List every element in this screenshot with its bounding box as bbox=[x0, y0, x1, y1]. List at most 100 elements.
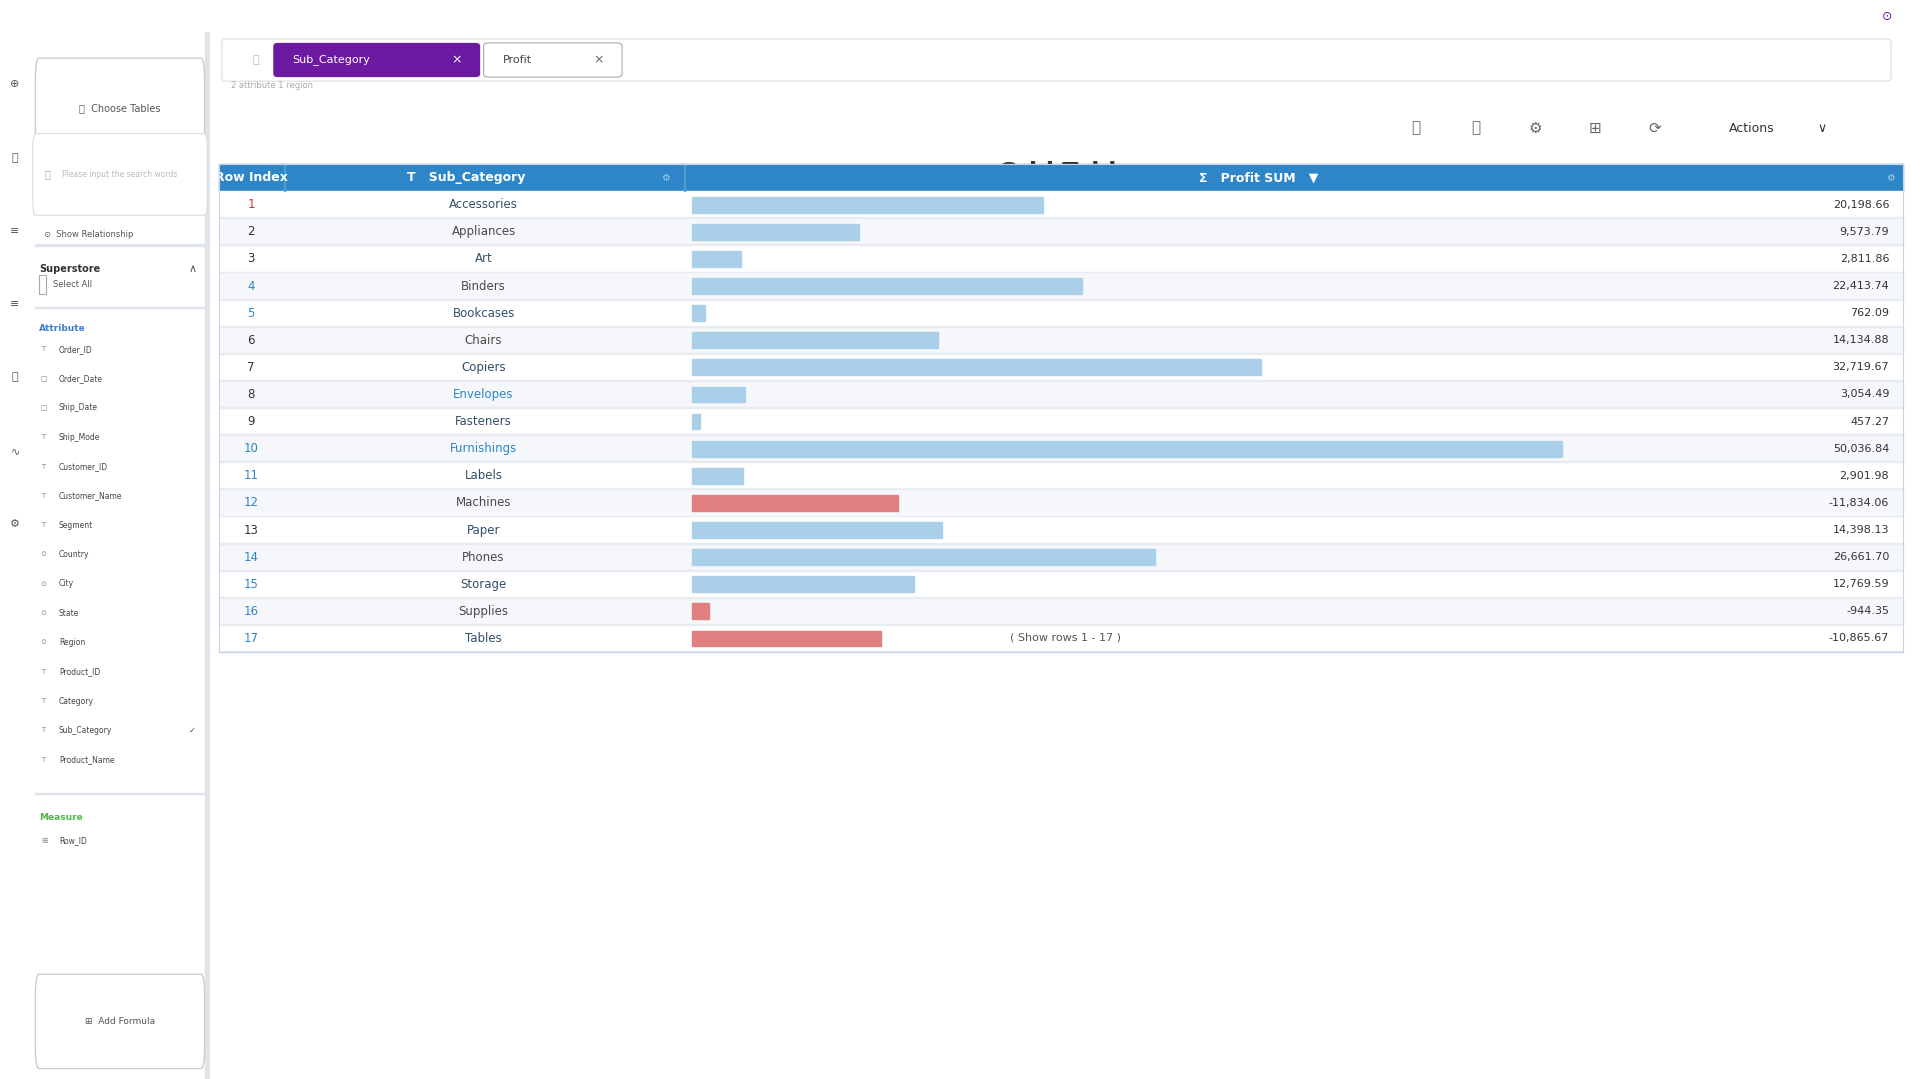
Text: Profit: Profit bbox=[503, 55, 532, 65]
Bar bbox=[693, 576, 914, 592]
Text: ■: ■ bbox=[148, 13, 156, 19]
Text: ⊙: ⊙ bbox=[40, 551, 46, 558]
Text: ∨: ∨ bbox=[1818, 122, 1826, 135]
Text: □: □ bbox=[40, 375, 48, 382]
Text: Labels: Labels bbox=[465, 469, 503, 482]
Bar bbox=[693, 468, 743, 483]
Bar bbox=[219, 191, 1903, 218]
Bar bbox=[693, 386, 745, 402]
Text: Tables: Tables bbox=[465, 632, 501, 645]
Bar bbox=[693, 495, 899, 510]
Text: ⊙  Show Relationship: ⊙ Show Relationship bbox=[44, 230, 134, 238]
Text: 12,769.59: 12,769.59 bbox=[1832, 579, 1889, 589]
Text: ⚙: ⚙ bbox=[10, 519, 19, 529]
Text: 4: 4 bbox=[248, 279, 255, 292]
Bar bbox=[693, 413, 701, 429]
Text: 12: 12 bbox=[244, 496, 259, 509]
Bar bbox=[693, 603, 708, 619]
Bar bbox=[693, 278, 1081, 293]
Text: 50,036.84: 50,036.84 bbox=[1834, 443, 1889, 453]
Text: 5: 5 bbox=[248, 306, 255, 319]
Text: -944.35: -944.35 bbox=[1847, 606, 1889, 616]
Text: Segment: Segment bbox=[60, 521, 92, 530]
Text: 💬: 💬 bbox=[1411, 121, 1421, 136]
Text: Customer_ID: Customer_ID bbox=[60, 462, 108, 472]
Text: ⚙: ⚙ bbox=[660, 173, 670, 182]
Bar bbox=[219, 327, 1903, 354]
Text: T   Sub_Category: T Sub_Category bbox=[407, 172, 526, 185]
Bar bbox=[693, 522, 943, 537]
Text: 762.09: 762.09 bbox=[1851, 309, 1889, 318]
Text: 🔍: 🔍 bbox=[44, 169, 50, 179]
Text: T: T bbox=[40, 727, 44, 734]
Bar bbox=[219, 544, 1903, 571]
Bar bbox=[693, 441, 1561, 456]
Bar bbox=[219, 218, 1903, 245]
Text: 👤: 👤 bbox=[12, 372, 19, 383]
Text: 9: 9 bbox=[248, 415, 255, 428]
Text: Ship_Mode: Ship_Mode bbox=[60, 433, 100, 441]
Text: Order_Date: Order_Date bbox=[60, 374, 104, 383]
FancyBboxPatch shape bbox=[273, 43, 480, 77]
Text: Region: Region bbox=[60, 638, 84, 647]
Text: Bookcases: Bookcases bbox=[453, 306, 515, 319]
Text: ⊙: ⊙ bbox=[1882, 10, 1893, 23]
Bar bbox=[219, 164, 1903, 191]
Text: Phones: Phones bbox=[463, 550, 505, 563]
Bar bbox=[219, 300, 1903, 327]
Text: 📊  Choose Tables: 📊 Choose Tables bbox=[79, 104, 161, 113]
FancyBboxPatch shape bbox=[35, 974, 205, 1068]
Text: 🔍: 🔍 bbox=[253, 55, 259, 65]
Text: Customer_Name: Customer_Name bbox=[60, 491, 123, 501]
FancyBboxPatch shape bbox=[223, 39, 1891, 81]
Circle shape bbox=[1880, 9, 1893, 23]
Text: Ship_Date: Ship_Date bbox=[60, 404, 98, 412]
Text: Storage: Storage bbox=[461, 577, 507, 590]
FancyBboxPatch shape bbox=[35, 58, 205, 158]
Text: Country: Country bbox=[60, 550, 90, 559]
Text: □: □ bbox=[40, 405, 48, 411]
FancyBboxPatch shape bbox=[33, 134, 207, 215]
Text: Chairs: Chairs bbox=[465, 333, 503, 346]
Text: 6: 6 bbox=[248, 333, 255, 346]
Bar bbox=[219, 625, 1903, 652]
Text: 🔍: 🔍 bbox=[12, 152, 19, 163]
Text: Category: Category bbox=[60, 697, 94, 706]
Bar bbox=[693, 224, 858, 240]
Text: 14,134.88: 14,134.88 bbox=[1832, 336, 1889, 345]
Text: Appliances: Appliances bbox=[451, 226, 516, 238]
Text: Sub_Category: Sub_Category bbox=[60, 726, 111, 735]
Bar bbox=[693, 359, 1261, 375]
Bar bbox=[219, 245, 1903, 272]
Bar bbox=[35, 793, 205, 794]
Text: 1: 1 bbox=[248, 199, 255, 211]
Text: T: T bbox=[40, 698, 44, 704]
Text: 20,198.66: 20,198.66 bbox=[1834, 200, 1889, 209]
Text: T: T bbox=[40, 522, 44, 528]
Text: test: test bbox=[106, 11, 127, 21]
Text: Furnishings: Furnishings bbox=[449, 442, 516, 455]
Text: Order_ID: Order_ID bbox=[60, 345, 92, 354]
Text: Art: Art bbox=[474, 252, 492, 265]
Text: T: T bbox=[40, 756, 44, 763]
Text: 8: 8 bbox=[248, 388, 255, 401]
Text: -10,865.67: -10,865.67 bbox=[1830, 633, 1889, 643]
Text: Machines: Machines bbox=[455, 496, 511, 509]
Bar bbox=[219, 408, 1903, 435]
Text: ✓: ✓ bbox=[188, 726, 196, 735]
Text: ⚙: ⚙ bbox=[1528, 121, 1542, 136]
Text: Grid Table: Grid Table bbox=[998, 161, 1133, 185]
Text: Paper: Paper bbox=[467, 523, 501, 536]
Bar bbox=[219, 435, 1903, 462]
Text: ● DataFocus: ● DataFocus bbox=[1889, 11, 1920, 21]
Text: Select All: Select All bbox=[54, 279, 92, 289]
Text: ∿: ∿ bbox=[10, 446, 19, 455]
Text: T: T bbox=[40, 434, 44, 440]
Text: Superstore: Superstore bbox=[38, 263, 100, 274]
Bar bbox=[693, 332, 937, 349]
FancyBboxPatch shape bbox=[484, 43, 622, 77]
Text: 2,811.86: 2,811.86 bbox=[1839, 254, 1889, 264]
Text: Please input the search words: Please input the search words bbox=[61, 169, 179, 179]
Text: ×: × bbox=[593, 54, 603, 67]
Text: Row_ID: Row_ID bbox=[60, 836, 86, 845]
